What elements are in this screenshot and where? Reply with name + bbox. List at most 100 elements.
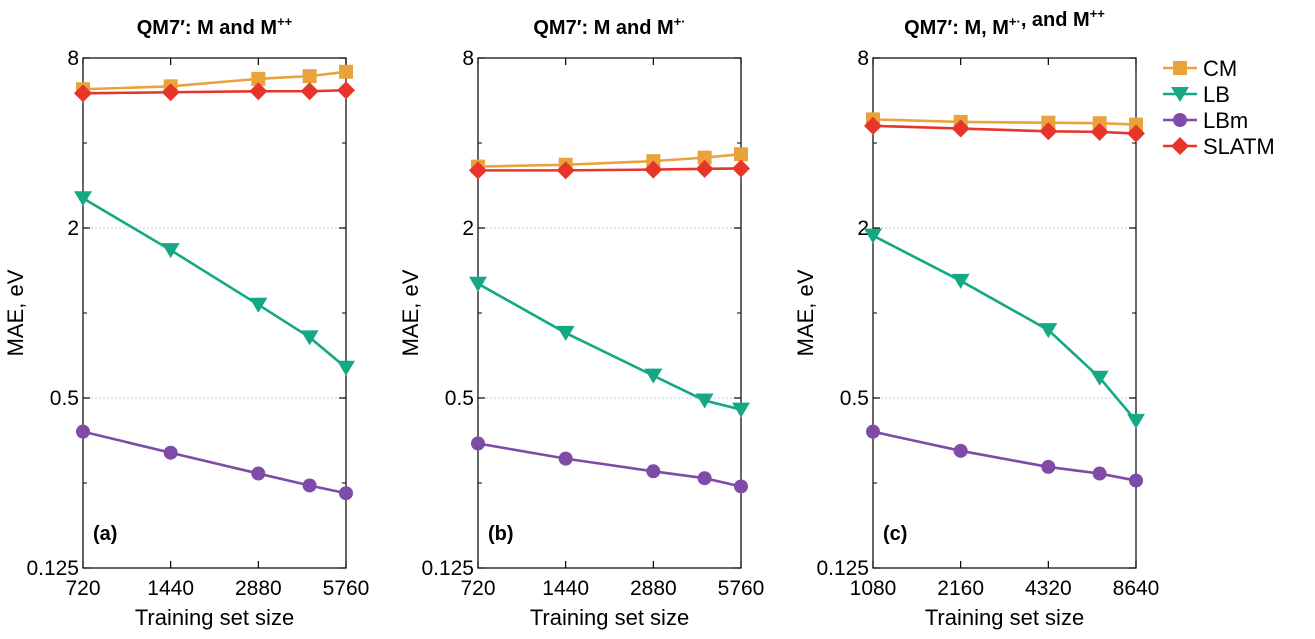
legend-label: LB bbox=[1203, 82, 1230, 107]
y-tick-label: 0.5 bbox=[50, 387, 79, 410]
x-tick-label: 2880 bbox=[235, 577, 282, 600]
data-point-lb bbox=[951, 273, 970, 289]
data-point-lbm bbox=[697, 471, 712, 486]
y-axis-label: MAE, eV bbox=[3, 269, 28, 356]
data-point-slatm bbox=[1090, 122, 1109, 141]
data-point-lb bbox=[74, 191, 92, 207]
x-tick-label: 720 bbox=[460, 577, 495, 600]
data-point-lbm bbox=[646, 464, 661, 479]
data-point-lbm bbox=[558, 451, 573, 466]
data-point-lbm bbox=[953, 443, 968, 458]
data-point-lb bbox=[300, 330, 319, 346]
data-point-slatm bbox=[864, 116, 882, 135]
data-point-slatm bbox=[469, 161, 487, 180]
plot-frame bbox=[477, 57, 742, 569]
legend-marker-lbm bbox=[1173, 113, 1187, 127]
data-point-cm bbox=[339, 64, 353, 79]
y-axis-label: MAE, eV bbox=[398, 269, 423, 356]
y-axis-label: MAE, eV bbox=[793, 269, 818, 356]
chart-title: QM7′: M and M++ bbox=[137, 14, 293, 39]
x-tick-label: 1080 bbox=[850, 577, 897, 600]
data-point-cm bbox=[697, 150, 712, 165]
chart-title: QM7′: M and M+· bbox=[533, 14, 685, 39]
series-line-lb bbox=[872, 234, 1137, 422]
data-point-lb bbox=[249, 297, 268, 313]
data-point-slatm bbox=[1039, 122, 1058, 141]
data-point-slatm bbox=[644, 160, 663, 179]
data-point-cm bbox=[734, 147, 748, 162]
chart-panel-3: 0.125 0.5 2 8 1080 2160 4320 8640 Training set s… bbox=[793, 6, 1159, 630]
x-tick-label: 2160 bbox=[937, 577, 984, 600]
data-point-lbm bbox=[302, 478, 317, 493]
data-point-lbm bbox=[1129, 473, 1143, 488]
x-tick-label: 1440 bbox=[542, 577, 589, 600]
series-line-lb bbox=[477, 282, 742, 411]
legend-marker-cm bbox=[1173, 61, 1187, 75]
x-tick-label: 4320 bbox=[1025, 577, 1072, 600]
y-tick-label: 8 bbox=[462, 47, 474, 70]
data-point-lb bbox=[337, 360, 355, 376]
data-point-lbm bbox=[1041, 459, 1056, 474]
data-point-lbm bbox=[251, 466, 266, 481]
x-axis-label: Training set size bbox=[530, 605, 689, 630]
data-point-slatm bbox=[161, 83, 180, 102]
data-point-lb bbox=[556, 325, 575, 341]
y-tick-label: 2 bbox=[67, 217, 79, 240]
x-tick-label: 720 bbox=[65, 577, 100, 600]
x-tick-label: 8640 bbox=[1113, 577, 1160, 600]
data-point-cm bbox=[251, 71, 266, 86]
x-axis-label: Training set size bbox=[925, 605, 1084, 630]
data-point-lb bbox=[161, 243, 180, 259]
data-point-lbm bbox=[163, 445, 178, 460]
y-tick-label: 8 bbox=[67, 47, 79, 70]
series-line-lb bbox=[82, 197, 347, 369]
legend-label: SLATM bbox=[1203, 134, 1275, 159]
data-point-lbm bbox=[471, 436, 485, 451]
data-point-slatm bbox=[951, 119, 970, 138]
panel-label: (a) bbox=[93, 523, 117, 545]
data-point-lb bbox=[695, 393, 714, 409]
panel-label: (b) bbox=[488, 523, 514, 545]
data-point-slatm bbox=[337, 81, 355, 100]
data-point-slatm bbox=[1127, 124, 1145, 143]
data-point-lb bbox=[644, 368, 663, 384]
data-point-lb bbox=[1090, 370, 1109, 386]
data-point-lb bbox=[469, 276, 487, 292]
data-point-cm bbox=[302, 69, 317, 84]
data-point-lbm bbox=[339, 486, 353, 501]
data-point-cm bbox=[1129, 117, 1143, 132]
y-tick-label: 0.5 bbox=[445, 387, 474, 410]
data-point-slatm bbox=[300, 82, 319, 101]
data-point-lb bbox=[732, 402, 750, 418]
legend-label: LBm bbox=[1203, 108, 1248, 133]
chart-title: QM7′: M, M+·, and M++ bbox=[904, 6, 1105, 39]
y-tick-label: 0.125 bbox=[816, 557, 869, 580]
data-point-slatm bbox=[732, 159, 750, 178]
x-tick-label: 5760 bbox=[323, 577, 370, 600]
y-tick-label: 0.5 bbox=[840, 387, 869, 410]
legend-marker-slatm bbox=[1171, 137, 1189, 155]
data-point-slatm bbox=[74, 84, 92, 103]
legend-marker-lb bbox=[1171, 87, 1189, 102]
data-point-lbm bbox=[734, 479, 748, 494]
data-point-lb bbox=[1127, 413, 1145, 429]
chart-panel-2: 0.125 0.5 2 8 720 1440 2880 5760 Training set si… bbox=[398, 14, 764, 630]
y-tick-label: 8 bbox=[857, 47, 869, 70]
y-tick-label: 0.125 bbox=[421, 557, 474, 580]
x-axis-label: Training set size bbox=[135, 605, 294, 630]
x-tick-label: 1440 bbox=[147, 577, 194, 600]
y-tick-label: 2 bbox=[857, 217, 869, 240]
data-point-lbm bbox=[1092, 466, 1107, 481]
data-point-slatm bbox=[695, 159, 714, 178]
x-tick-label: 2880 bbox=[630, 577, 677, 600]
data-point-lbm bbox=[866, 424, 880, 439]
x-tick-label: 5760 bbox=[718, 577, 765, 600]
y-tick-label: 0.125 bbox=[26, 557, 79, 580]
chart-panel-1: 0.125 0.5 2 8 720 1440 2880 5760 Training set si… bbox=[3, 14, 369, 630]
data-point-slatm bbox=[556, 161, 575, 180]
data-point-lb bbox=[1039, 323, 1058, 339]
data-point-slatm bbox=[249, 82, 268, 101]
legend-label: CM bbox=[1203, 56, 1237, 81]
